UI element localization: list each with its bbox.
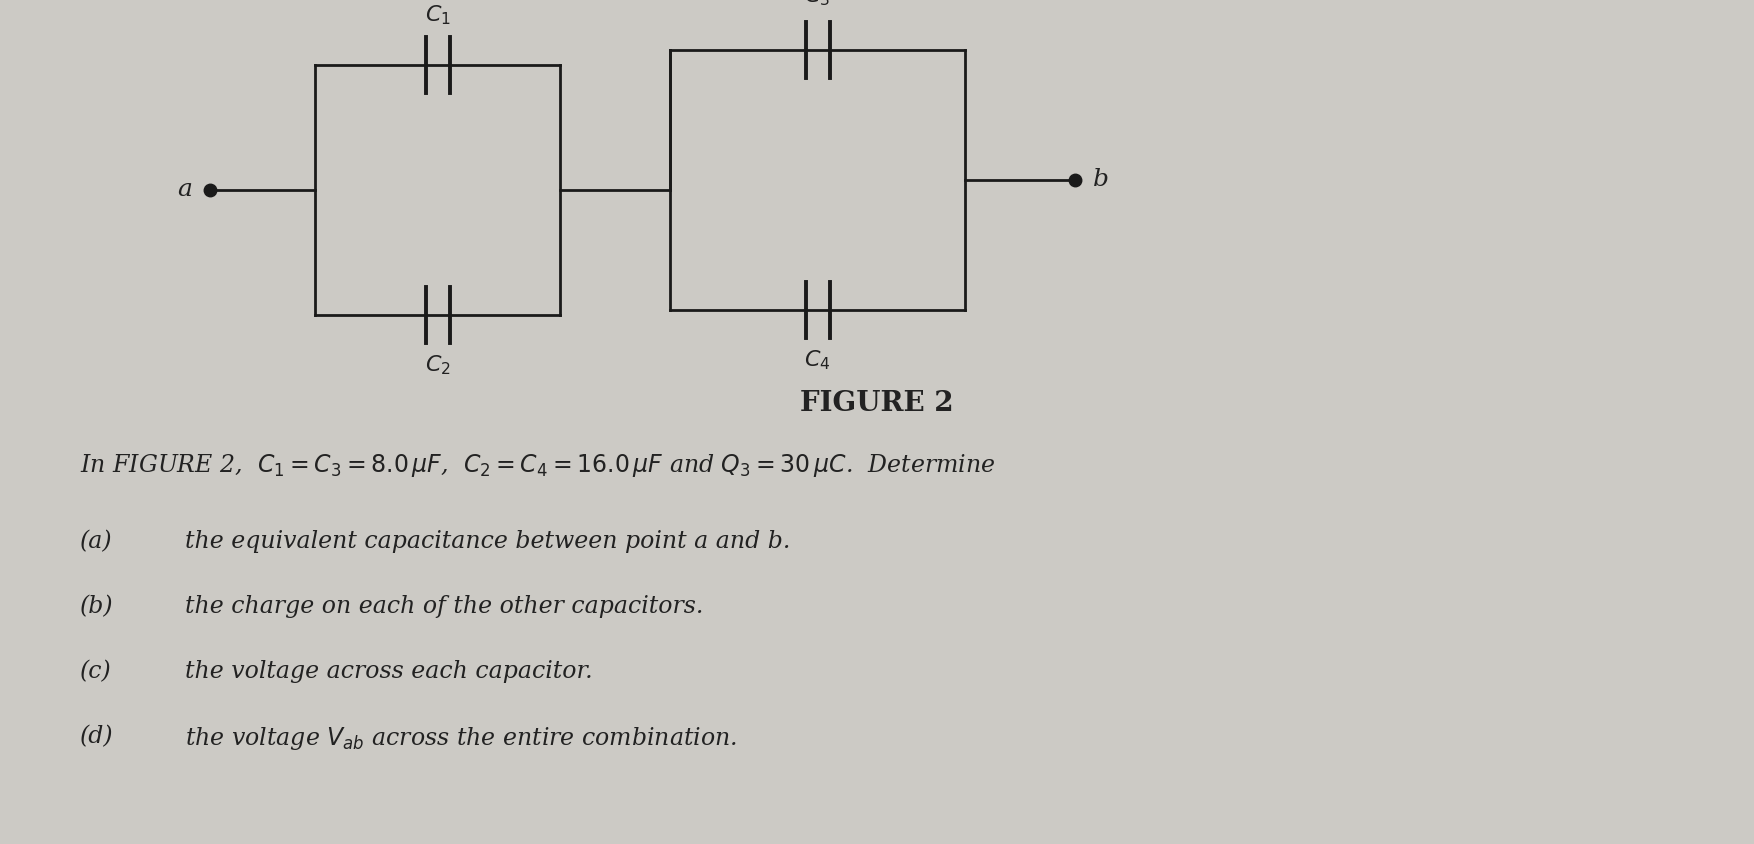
Text: In FIGURE 2,  $C_1 = C_3 = 8.0\,\mu F$,  $C_2 = C_4 = 16.0\,\mu F$ and $Q_3 = 30: In FIGURE 2, $C_1 = C_3 = 8.0\,\mu F$, $… <box>81 452 996 479</box>
Text: a: a <box>177 178 191 202</box>
Text: $C_4$: $C_4$ <box>805 348 831 371</box>
Text: the charge on each of the other capacitors.: the charge on each of the other capacito… <box>184 595 703 618</box>
Text: (a): (a) <box>81 530 112 553</box>
Text: (c): (c) <box>81 660 112 683</box>
Text: the voltage across each capacitor.: the voltage across each capacitor. <box>184 660 593 683</box>
Text: the equivalent capacitance between point a and b.: the equivalent capacitance between point… <box>184 530 791 553</box>
Text: (d): (d) <box>81 725 114 748</box>
Text: b: b <box>1093 169 1109 192</box>
Text: $C_3$: $C_3$ <box>805 0 830 8</box>
Text: (b): (b) <box>81 595 114 618</box>
Text: the voltage $V_{ab}$ across the entire combination.: the voltage $V_{ab}$ across the entire c… <box>184 725 737 752</box>
Text: $C_2$: $C_2$ <box>424 353 451 376</box>
Text: $C_1$: $C_1$ <box>424 3 451 27</box>
Text: FIGURE 2: FIGURE 2 <box>800 390 954 417</box>
